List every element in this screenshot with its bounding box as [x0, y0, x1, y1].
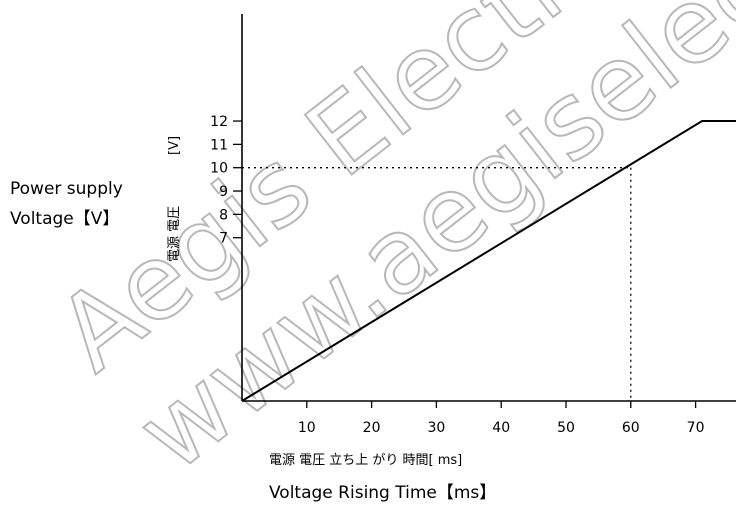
ticks-layer: 10 20 30 40 50 60 70 7 8 9 10 11 12 [210, 114, 704, 436]
x-tick-label-30: 30 [427, 420, 445, 436]
ylabel-unit: [V] [167, 136, 182, 155]
y-tick-label-10: 10 [210, 161, 228, 177]
y-tick-label-11: 11 [210, 137, 228, 153]
y-tick-label-8: 8 [219, 207, 228, 223]
x-tick-label-50: 50 [557, 420, 575, 436]
reference-lines [242, 167, 632, 401]
x-tick-label-60: 60 [622, 420, 640, 436]
ylabel-en-line1: Power supply [10, 179, 123, 199]
y-tick-label-9: 9 [219, 184, 228, 200]
xlabel-en: Voltage Rising Time【ms】 [269, 483, 496, 503]
y-tick-label-7: 7 [219, 231, 228, 247]
series-layer [241, 120, 736, 402]
x-tick-label-40: 40 [492, 420, 510, 436]
xlabel-jp: 電源 電圧 立ち上 がり 時間[ ms] [269, 453, 462, 468]
ylabel-en-line2: Voltage【V】 [10, 209, 119, 229]
x-tick-label-70: 70 [687, 420, 705, 436]
ylabel-jp: 電源 電圧 [167, 206, 182, 262]
series-line-voltage [241, 120, 736, 402]
x-tick-label-10: 10 [298, 420, 316, 436]
y-tick-label-12: 12 [210, 114, 228, 130]
x-tick-label-20: 20 [363, 420, 381, 436]
